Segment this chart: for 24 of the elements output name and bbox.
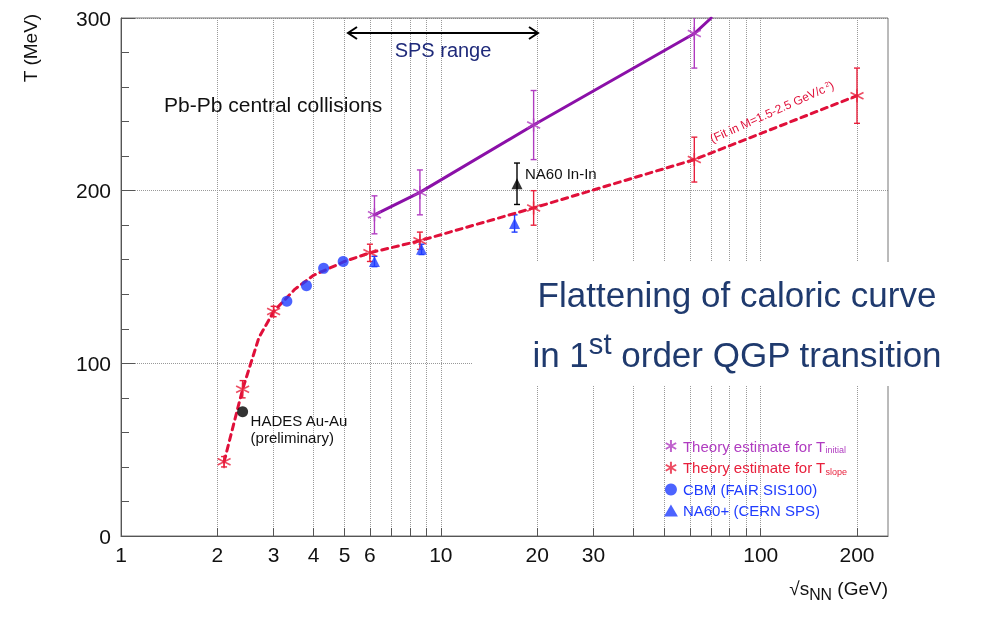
annotation: NA60 In-In (525, 164, 597, 182)
legend-label: CBM (FAIR SIS100) (682, 481, 818, 498)
annotation: Flattening of caloric curve in 1$^{st}$ order QGP transition (531, 274, 943, 376)
annotation: SPS range (394, 39, 492, 61)
x-tick-label: 2 (211, 543, 224, 566)
annotation: HADES Au-Au (preliminary) (250, 411, 348, 446)
y-axis-title: T (MeV) (19, 13, 41, 83)
x-tick-label: 10 (429, 543, 453, 566)
y-tick-label: 200 (75, 179, 111, 203)
x-tick-label: 5 (338, 543, 351, 566)
annotation: Pb-Pb central collisions (164, 92, 383, 116)
x-axis-title: √s$_{NN}$ (GeV) (789, 578, 888, 604)
y-tick-label: 100 (75, 351, 111, 375)
x-tick-label: 1 (115, 543, 127, 566)
x-tick-label: 20 (525, 543, 549, 566)
x-tick-label: 100 (743, 543, 779, 566)
x-tick-label: 6 (364, 543, 376, 566)
x-tick-label: 30 (581, 543, 606, 566)
x-tick-label: 200 (839, 543, 875, 566)
y-tick-label: 300 (75, 6, 111, 30)
x-tick-label: 3 (267, 543, 280, 566)
y-tick-label: 0 (99, 524, 111, 548)
x-tick-label: 4 (307, 543, 320, 566)
legend-label: NA60+ (CERN SPS) (682, 502, 821, 519)
